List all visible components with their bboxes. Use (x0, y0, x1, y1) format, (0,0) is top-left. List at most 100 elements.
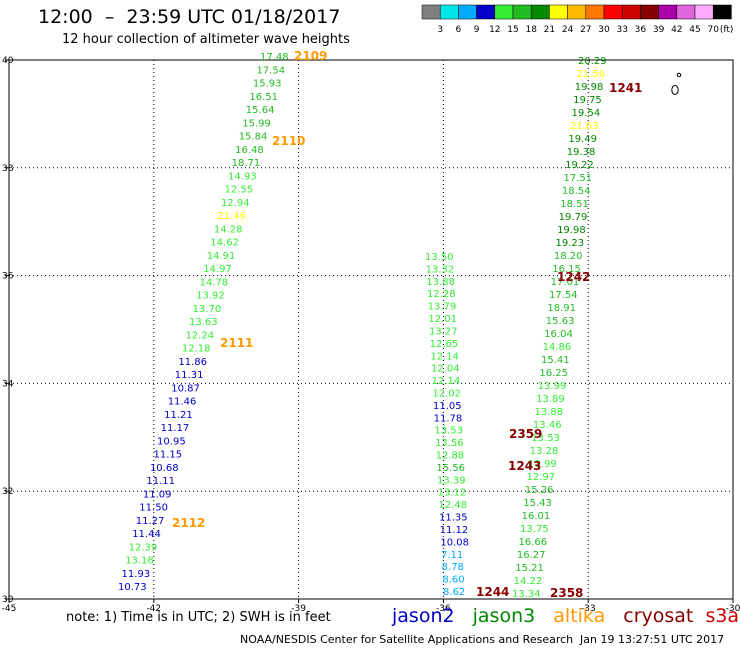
wave-height-label: 13.50 (425, 252, 454, 263)
wave-height-label: 11.46 (168, 397, 197, 408)
wave-height-label: 16.51 (249, 92, 278, 103)
pass-time-label: 2109 (294, 49, 327, 63)
wave-height-label: 15.63 (546, 316, 575, 327)
wave-height-label: 13.53 (531, 433, 560, 444)
page-title: 12:00 – 23:59 UTC 01/18/2017 (38, 6, 341, 28)
wave-height-label: 13.63 (189, 317, 218, 328)
credit-line: NOAA/NESDIS Center for Satellite Applica… (240, 633, 574, 646)
wave-height-label: 11.09 (143, 489, 172, 500)
wave-height-label: 12.02 (432, 388, 461, 399)
wave-height-label: 15.56 (436, 463, 465, 474)
wave-height-label: 8.60 (442, 575, 464, 586)
wave-height-label: 14.78 (200, 277, 229, 288)
wave-height-label: 11.27 (136, 516, 165, 527)
wave-height-label: 12.94 (221, 198, 250, 209)
legend-swatch (712, 4, 732, 20)
wave-height-label: 19.49 (568, 134, 597, 145)
wave-height-label: 18.91 (547, 303, 576, 314)
legend-bin-label: 27 (580, 25, 591, 35)
wave-height-label: 13.99 (528, 459, 557, 470)
wave-height-label: 13.46 (533, 420, 562, 431)
pass-time-label: 2111 (220, 336, 253, 350)
legend-bin-label: 15 (507, 25, 518, 35)
wave-height-label: 12.04 (431, 364, 460, 375)
wave-height-label: 19.75 (573, 95, 602, 106)
wave-height-label: 13.88 (426, 277, 455, 288)
wave-height-label: 21.46 (217, 211, 246, 222)
wave-height-label: 15.43 (523, 498, 552, 509)
wave-height-label: 13.18 (125, 556, 154, 567)
wave-height-label: 13.27 (429, 326, 458, 337)
wave-height-label: 16.27 (517, 550, 546, 561)
longitude-tick-label: -39 (291, 604, 306, 612)
wave-height-label: 15.26 (525, 485, 554, 496)
legend-bin-label: 6 (456, 25, 462, 35)
wave-height-label: 12.24 (185, 330, 214, 341)
legend-bin-label: 45 (689, 25, 700, 35)
wave-height-label: 16.25 (539, 368, 568, 379)
wave-height-label: 12.39 (129, 542, 158, 553)
footnote: note: 1) Time is in UTC; 2) SWH is in fe… (66, 610, 331, 625)
island-marker (671, 85, 679, 95)
longitude-tick-label: -42 (146, 604, 161, 612)
legend-bin-label: 24 (562, 25, 574, 35)
wave-height-label: 8.78 (442, 562, 464, 573)
wave-height-label: 19.23 (555, 238, 584, 249)
wave-height-label: 16.04 (544, 329, 573, 340)
wave-height-label: 18.71 (232, 158, 261, 169)
wave-height-label: 12.88 (436, 451, 465, 462)
wave-height-map: -45 40 -42 38 -39 36 -36 34 -33 32 -30 30 17.48 17.54… (2, 49, 740, 612)
wave-height-label: 15.41 (541, 355, 570, 366)
wave-height-label: 16.01 (522, 511, 551, 522)
wave-height-label: 12.55 (225, 185, 254, 196)
wave-height-label: 13.34 (512, 589, 541, 600)
wave-height-label: 18.51 (560, 199, 589, 210)
wave-height-label: 13.88 (535, 407, 564, 418)
wave-height-label: 15.93 (253, 79, 282, 90)
latitude-tick-label: 36 (2, 272, 14, 282)
legend-bin-label: 21 (544, 25, 555, 35)
wave-height-label: 11.15 (154, 450, 183, 461)
wave-height-label: 11.44 (132, 529, 161, 540)
wave-height-label: 15.84 (239, 132, 268, 143)
wave-height-label: 14.22 (514, 576, 543, 587)
pass-time-label: 2358 (550, 586, 583, 600)
wave-height-label: 10.73 (118, 582, 147, 593)
wave-height-label: 16.15 (552, 264, 581, 275)
legend-bin-label: 70 (707, 25, 719, 35)
legend-bin-label: 30 (598, 25, 610, 35)
wave-height-label: 12.97 (526, 472, 555, 483)
wave-height-label: 19.54 (572, 108, 601, 119)
legend-bin-label: 42 (671, 25, 682, 35)
wave-height-label: 13.28 (530, 446, 559, 457)
wave-height-label: 13.53 (434, 426, 463, 437)
wave-height-label: 12.28 (427, 289, 456, 300)
wave-height-label: 14.28 (214, 224, 243, 235)
wave-height-label: 12.01 (428, 314, 457, 325)
wave-height-label: 10.08 (440, 537, 469, 548)
wave-height-label: 12.48 (438, 500, 467, 511)
wave-height-label: 15.21 (515, 563, 544, 574)
wave-height-label: 11.93 (122, 569, 151, 580)
wave-height-label: 17.48 (260, 52, 289, 63)
wave-height-label: 19.22 (565, 160, 594, 171)
wave-height-label: 16.48 (235, 145, 264, 156)
pass-time-label: 1244 (476, 585, 509, 599)
wave-height-label: 13.79 (428, 302, 457, 313)
legend-bin-label: 18 (525, 25, 537, 35)
wave-height-label: 17.54 (549, 290, 578, 301)
wave-height-label: 20.29 (578, 56, 607, 67)
wave-height-label: 17.51 (564, 173, 593, 184)
latitude-tick-label: 38 (2, 164, 14, 174)
pass-time-label: 2110 (272, 134, 305, 148)
legend-bin-label: 36 (635, 25, 647, 35)
satellite-jason2: jason2 (392, 605, 455, 627)
wave-height-label: 19.98 (557, 225, 586, 236)
color-scale-legend: 3 6 9 12 15 18 21 24 27 30 33 36 39 42 45 70 (ft) (421, 4, 733, 35)
wave-height-label: 11.11 (146, 476, 175, 487)
wave-height-label: 8.62 (443, 587, 465, 598)
latitude-tick-label: 40 (2, 56, 14, 66)
wave-height-label: 16.66 (518, 537, 547, 548)
wave-height-label: 13.12 (438, 488, 467, 499)
wave-height-label: 10.87 (171, 383, 200, 394)
